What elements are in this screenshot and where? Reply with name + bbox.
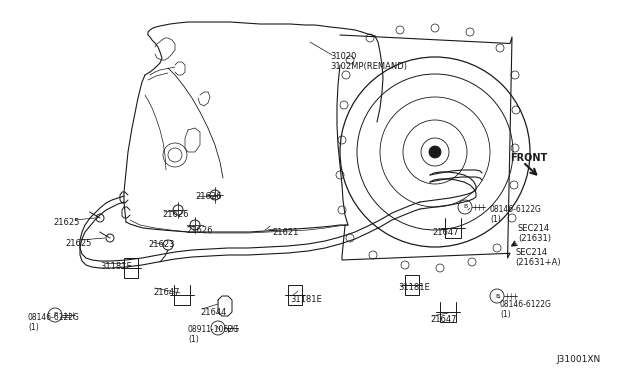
Bar <box>288 285 302 305</box>
Text: 21626: 21626 <box>186 226 212 235</box>
Text: J31001XN: J31001XN <box>556 355 600 364</box>
Circle shape <box>190 220 200 230</box>
Text: SEC214
(21631): SEC214 (21631) <box>518 224 551 243</box>
Text: B: B <box>53 312 57 317</box>
Text: 21625: 21625 <box>65 239 92 248</box>
Text: 08146-6122G
(1): 08146-6122G (1) <box>490 205 542 224</box>
Text: 08146-6122G
(1): 08146-6122G (1) <box>500 300 552 320</box>
Text: 31181E: 31181E <box>290 295 322 304</box>
Circle shape <box>429 146 441 158</box>
Circle shape <box>106 234 114 242</box>
Text: FRONT: FRONT <box>510 153 547 163</box>
Text: 08146-6122G
(1): 08146-6122G (1) <box>28 313 80 333</box>
Text: 21625: 21625 <box>53 218 79 227</box>
Text: B: B <box>495 294 499 298</box>
Text: 21621: 21621 <box>272 228 298 237</box>
Text: N: N <box>216 326 220 330</box>
Text: B: B <box>463 205 467 209</box>
Text: 08911-1062G
(1): 08911-1062G (1) <box>188 325 240 344</box>
Text: 21644: 21644 <box>200 308 227 317</box>
Text: 21626: 21626 <box>195 192 221 201</box>
Text: 21647: 21647 <box>153 288 179 297</box>
Text: SEC214
(21631+A): SEC214 (21631+A) <box>515 248 561 267</box>
Circle shape <box>96 214 104 222</box>
Circle shape <box>210 190 220 200</box>
Text: 31181E: 31181E <box>398 283 429 292</box>
Bar <box>405 275 419 295</box>
Circle shape <box>173 205 183 215</box>
Text: 31181E: 31181E <box>100 262 132 271</box>
Text: 21647: 21647 <box>432 228 458 237</box>
Text: 21623: 21623 <box>148 240 175 249</box>
Text: 31020
3102MP(REMAND): 31020 3102MP(REMAND) <box>330 52 407 71</box>
Text: 21626: 21626 <box>162 210 189 219</box>
Bar <box>124 258 138 278</box>
Text: 21647: 21647 <box>430 315 456 324</box>
